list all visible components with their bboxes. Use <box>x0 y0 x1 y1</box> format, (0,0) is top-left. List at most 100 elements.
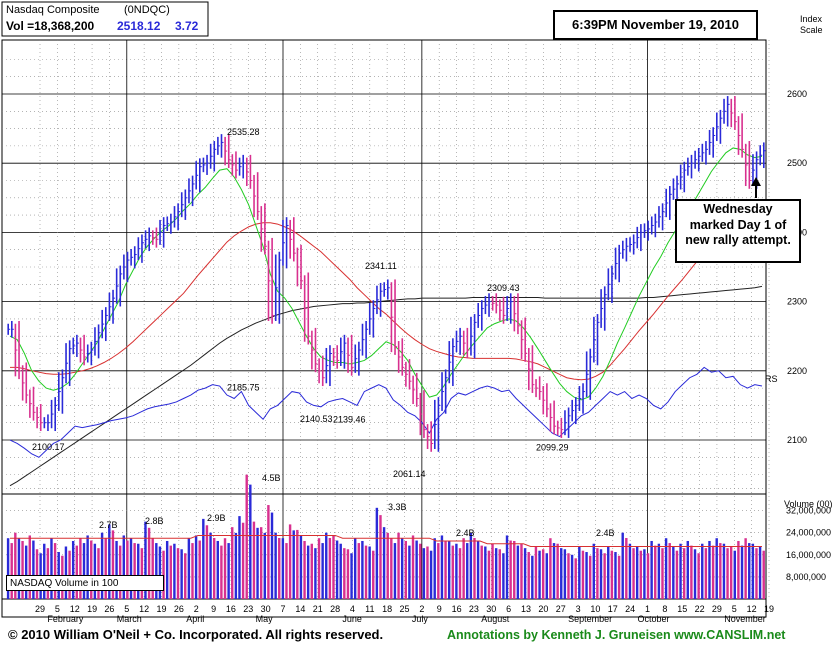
volume-bar <box>607 546 610 599</box>
volume-bar <box>256 527 259 599</box>
volume-bar <box>429 550 433 599</box>
price-annotation: 2061.14 <box>393 469 426 479</box>
volume-bar <box>97 548 100 599</box>
volume-bar <box>209 532 212 599</box>
day-tick-label: 9 <box>211 604 216 614</box>
volume-bar <box>422 548 426 599</box>
volume-bar <box>520 543 523 599</box>
volume-bar <box>350 553 353 599</box>
volume-annotation: 4.5B <box>262 473 281 483</box>
month-label: August <box>481 614 510 624</box>
day-tick-label: 17 <box>608 604 618 614</box>
volume-bar <box>440 535 444 599</box>
callout-line: new rally attempt. <box>685 233 791 247</box>
volume-bar <box>487 550 491 599</box>
volume-bar <box>306 545 310 599</box>
volume-bar <box>393 543 397 599</box>
volume-bar <box>382 527 386 599</box>
volume-bar <box>556 543 559 599</box>
volume-bar <box>690 545 693 599</box>
month-label: March <box>117 614 142 624</box>
day-tick-label: 7 <box>280 604 285 614</box>
grid <box>2 40 770 599</box>
volume-bar <box>372 550 375 599</box>
volume-bar <box>332 535 335 599</box>
volume-bar <box>346 549 350 599</box>
day-tick-label: 24 <box>625 604 635 614</box>
volume-bar <box>335 540 339 599</box>
day-tick-label: 27 <box>556 604 566 614</box>
volume-bar <box>538 550 541 599</box>
volume-bar <box>10 543 13 599</box>
volume-bar <box>737 540 740 599</box>
volume-bar <box>162 550 165 599</box>
day-tick-label: 6 <box>506 604 511 614</box>
volume-bar <box>748 543 751 599</box>
volume-bar <box>267 505 270 599</box>
volume-bar <box>390 538 393 599</box>
header-box <box>1 1 209 37</box>
volume-bar <box>241 522 245 599</box>
volume-axis-title: Volume (00) <box>784 499 833 509</box>
volume-bar <box>93 543 97 599</box>
day-tick-label: 13 <box>521 604 531 614</box>
volume-bars <box>6 474 765 599</box>
volume-bar <box>755 548 758 599</box>
volume-bar <box>715 538 718 599</box>
volume-bar <box>126 540 129 599</box>
day-tick-label: 26 <box>104 604 114 614</box>
volume-bar <box>386 532 389 599</box>
volume-bar <box>567 553 570 599</box>
month-label: July <box>412 614 429 624</box>
volume-bar <box>314 548 317 599</box>
volume-bar <box>75 545 78 599</box>
volume-bar <box>549 538 552 599</box>
volume-bar <box>552 543 556 599</box>
volume-bar <box>719 543 722 599</box>
day-tick-label: 12 <box>70 604 80 614</box>
day-tick-label: 21 <box>313 604 323 614</box>
volume-bar <box>115 540 118 599</box>
day-tick-label: 20 <box>538 604 548 614</box>
day-tick-label: 5 <box>124 604 129 614</box>
change-readout: 3.72 <box>175 19 199 33</box>
volume-annotation: 2.9B <box>207 513 226 523</box>
volume-bar <box>198 540 201 599</box>
volume-bar <box>274 532 277 599</box>
volume-bar <box>654 545 657 599</box>
volume-bar <box>343 548 346 599</box>
day-tick-label: 30 <box>261 604 271 614</box>
price-tick-label: 2300 <box>787 297 807 307</box>
price-annotation: 2185.75 <box>227 383 260 393</box>
volume-bar <box>578 546 581 599</box>
day-tick-label: 22 <box>695 604 705 614</box>
index-symbol: (0NDQC) <box>124 4 170 16</box>
day-tick-label: 12 <box>747 604 757 614</box>
price-annotation: 2100.17 <box>32 442 65 452</box>
volume-bar <box>726 548 729 599</box>
volume-bar <box>357 543 360 599</box>
volume-bar <box>325 532 328 599</box>
volume-bar <box>100 532 104 599</box>
volume-bar <box>223 538 227 599</box>
volume-bar <box>86 535 89 599</box>
price-annotation: 2309.43 <box>487 283 520 293</box>
volume-bar <box>643 549 646 599</box>
volume-bar <box>661 548 664 599</box>
volume-bar <box>650 540 653 599</box>
volume-bar <box>176 548 180 599</box>
volume-bar <box>675 550 679 599</box>
volume-bar <box>245 474 248 599</box>
volume-bar <box>278 537 281 599</box>
volume-ma-line <box>10 534 762 547</box>
volume-annotation: 2.8B <box>145 516 164 526</box>
volume-bar <box>292 530 295 599</box>
volume-bar <box>415 540 418 599</box>
volume-bar <box>328 537 332 599</box>
volume-bar <box>480 545 483 599</box>
volume-bar <box>516 545 520 599</box>
volume-bar <box>733 550 736 599</box>
volume-bar <box>563 549 567 599</box>
date-axis: 29 5 12 19 26 5 12 19 26 2 9 16 23 30 7 14 21 28 4 11 18 25 2 9… <box>35 604 774 624</box>
